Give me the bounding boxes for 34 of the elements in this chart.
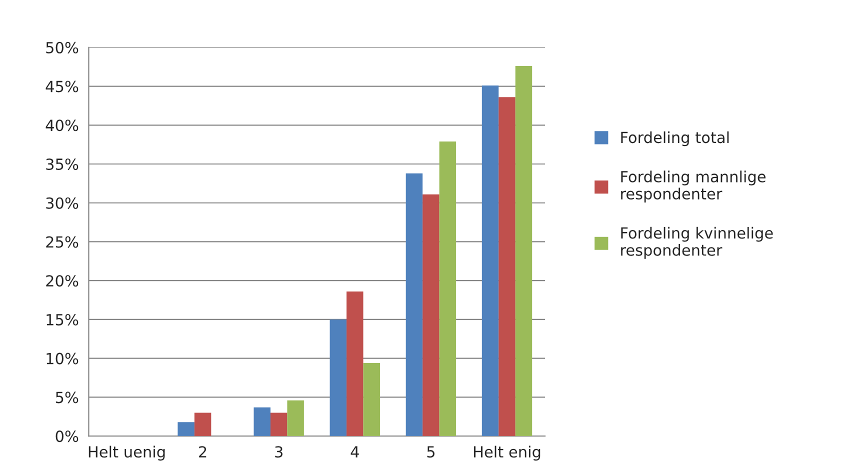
bar <box>254 407 270 436</box>
y-tick-label: 20% <box>46 275 78 287</box>
bar <box>330 319 347 436</box>
y-tick-label: 30% <box>46 197 78 209</box>
x-tick-label: 5 <box>427 446 434 458</box>
y-tick-label: 50% <box>46 42 78 54</box>
y-tick-label: 25% <box>46 236 78 248</box>
y-tick-label: 40% <box>46 120 78 132</box>
bar <box>194 412 212 436</box>
y-tick-label: 10% <box>46 352 78 364</box>
x-tick-label: Helt enig <box>474 446 540 461</box>
bar <box>422 194 440 436</box>
bar <box>439 141 456 436</box>
bar <box>515 66 532 436</box>
bar <box>346 291 364 436</box>
y-tick-label: 0% <box>56 430 78 442</box>
y-tick-label: 15% <box>46 314 78 326</box>
bar <box>498 97 516 436</box>
legend-label: Fordeling kvinnelige respondenter <box>621 226 773 259</box>
bar <box>406 173 423 436</box>
x-tick-label: Helt uenig <box>88 446 165 461</box>
x-tick-label: 4 <box>350 446 359 458</box>
x-tick-label: 2 <box>199 446 206 458</box>
bar <box>178 422 194 436</box>
y-tick-label: 5% <box>56 392 78 404</box>
bar <box>270 412 288 436</box>
legend-label: Fordeling mannlige respondenter <box>621 170 766 202</box>
y-tick-label: 45% <box>46 80 78 92</box>
x-tick-label: 3 <box>275 446 282 458</box>
bar <box>363 363 380 436</box>
bar <box>482 85 499 436</box>
legend-label: Fordeling total <box>621 131 729 146</box>
y-tick-label: 35% <box>46 158 78 170</box>
bar <box>287 400 304 436</box>
